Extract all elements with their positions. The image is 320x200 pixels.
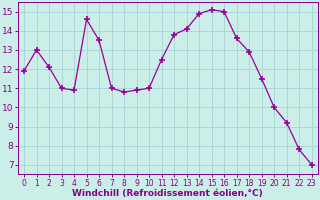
X-axis label: Windchill (Refroidissement éolien,°C): Windchill (Refroidissement éolien,°C) <box>72 189 263 198</box>
